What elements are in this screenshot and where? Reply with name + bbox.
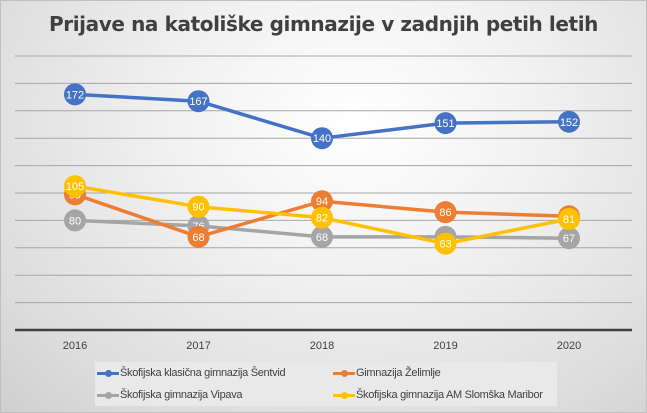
legend-swatch-sentvid <box>97 369 119 377</box>
data-label: 167 <box>189 96 207 108</box>
legend-item-maribor[interactable]: Škofijska gimnazija AM Slomška Maribor <box>333 389 543 401</box>
data-point[interactable] <box>311 206 333 229</box>
data-label: 86 <box>439 207 451 219</box>
data-point[interactable] <box>311 190 333 213</box>
x-axis-tick-labels: 2016 2017 2018 2019 2020 <box>63 340 581 352</box>
x-tick-label: 2017 <box>186 340 210 352</box>
data-point[interactable] <box>64 83 86 106</box>
data-point[interactable] <box>64 175 86 198</box>
data-point[interactable] <box>64 209 86 232</box>
data-point[interactable] <box>434 232 457 255</box>
data-label: 152 <box>560 117 578 129</box>
legend: Škofijska klasična gimnazija Šentvid Gim… <box>95 362 557 406</box>
series-3: 105 90 82 63 81 <box>64 175 580 255</box>
data-point[interactable] <box>434 201 457 224</box>
legend-item-sentvid[interactable]: Škofijska klasična gimnazija Šentvid <box>97 367 286 379</box>
legend-label: Gimnazija Želimlje <box>356 367 441 379</box>
data-label: 151 <box>436 118 454 130</box>
x-tick-label: 2018 <box>310 340 334 352</box>
data-label: 81 <box>563 214 575 226</box>
data-point[interactable] <box>187 195 210 218</box>
x-tick-label: 2016 <box>63 340 87 352</box>
data-label: 67 <box>563 233 575 245</box>
data-point[interactable] <box>311 127 333 150</box>
x-tick-label: 2019 <box>433 340 457 352</box>
chart-title: Prijave na katoliške gimnazije v zadnjih… <box>49 12 598 36</box>
data-label: 63 <box>439 239 451 251</box>
data-point[interactable] <box>187 225 210 248</box>
series-0: 172 167 140 151 152 <box>64 83 580 150</box>
data-label: 80 <box>69 215 81 227</box>
legend-swatch-maribor <box>333 391 355 399</box>
data-label: 105 <box>66 181 84 193</box>
data-point[interactable] <box>434 112 457 135</box>
data-label: 172 <box>66 89 84 101</box>
legend-swatch-vipava <box>97 391 119 399</box>
data-point[interactable] <box>558 110 580 133</box>
data-point[interactable] <box>311 225 333 248</box>
data-point[interactable] <box>558 208 580 231</box>
data-point[interactable] <box>558 227 580 250</box>
x-tick-label: 2020 <box>557 340 581 352</box>
data-label: 68 <box>192 232 204 244</box>
legend-label: Škofijska gimnazija AM Slomška Maribor <box>356 389 543 401</box>
series-lines: 8076686867996894868310590826381172167140… <box>64 83 580 255</box>
legend-swatch-zelimlje <box>333 369 355 377</box>
data-label: 82 <box>316 213 328 225</box>
data-label: 90 <box>192 202 204 214</box>
legend-label: Škofijska gimnazija Vipava <box>120 389 243 401</box>
data-label: 140 <box>313 133 331 145</box>
legend-item-vipava[interactable]: Škofijska gimnazija Vipava <box>97 389 243 401</box>
data-label: 68 <box>316 232 328 244</box>
legend-label: Škofijska klasična gimnazija Šentvid <box>120 367 286 379</box>
data-label: 94 <box>316 196 328 208</box>
data-point[interactable] <box>187 90 210 113</box>
legend-item-zelimlje[interactable]: Gimnazija Želimlje <box>333 367 441 379</box>
